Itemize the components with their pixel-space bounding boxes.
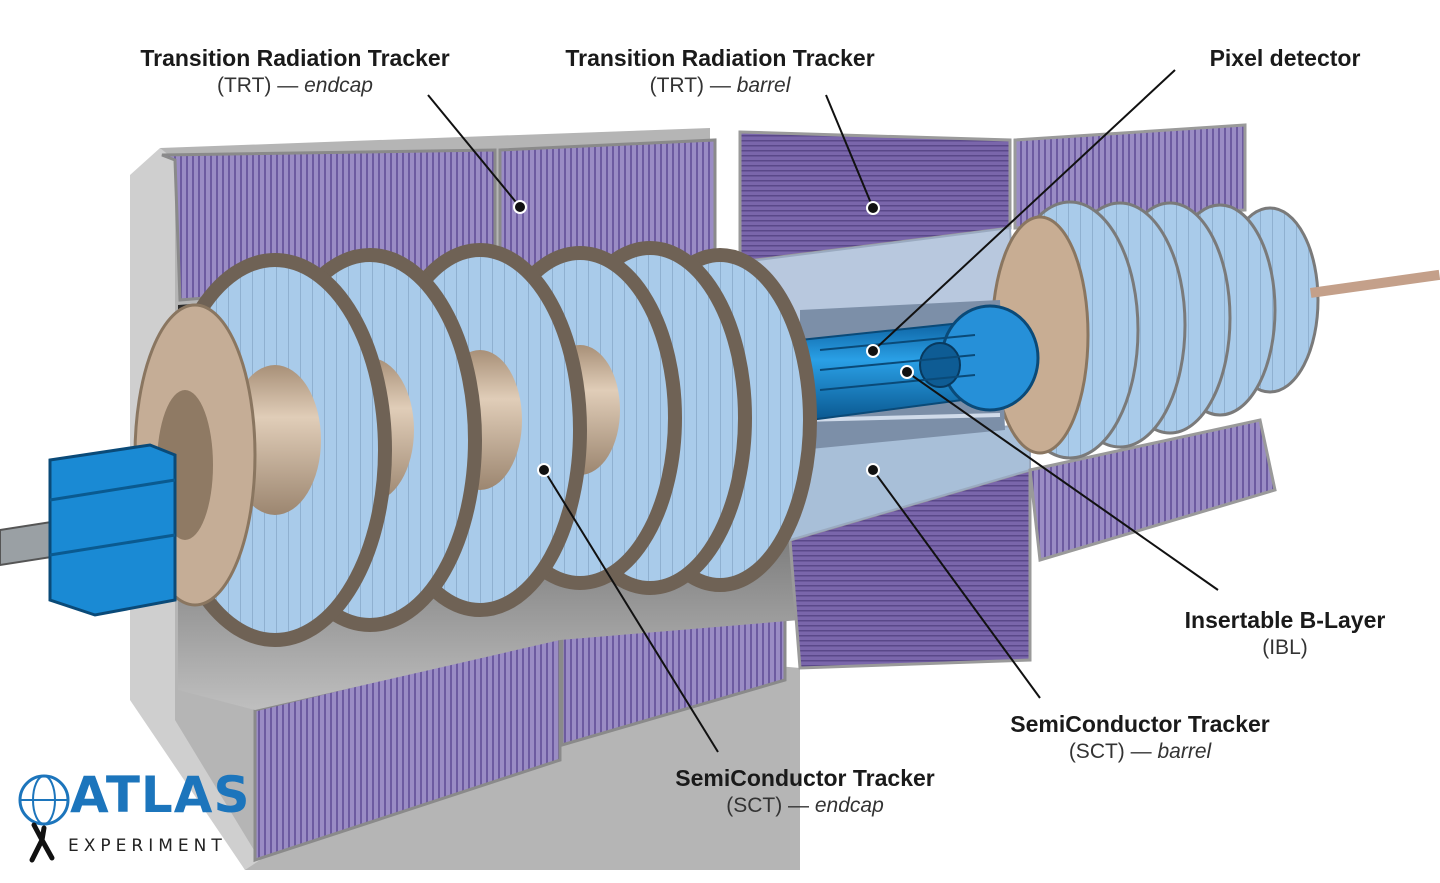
label-trt-barrel-sub: (TRT) — barrel (649, 73, 791, 97)
sct-endcap-left (133, 241, 817, 647)
label-sct-barrel-sub: (SCT) — barrel (1068, 739, 1212, 763)
sct-endcap-right (990, 200, 1440, 460)
label-sct-endcap-sub: (SCT) — endcap (726, 793, 884, 817)
atlas-globe-icon (18, 774, 70, 863)
label-sct-barrel: SemiConductor Tracker (SCT) — barrel (975, 710, 1305, 765)
label-pixel-detector: Pixel detector (1170, 44, 1400, 73)
label-sct-barrel-title: SemiConductor Tracker (1010, 711, 1270, 737)
pixel-detector (798, 304, 1040, 422)
label-ibl-sub: (IBL) (1262, 635, 1308, 659)
atlas-logo: ATLAS EXPERIMENT (14, 766, 250, 870)
label-sct-endcap-title: SemiConductor Tracker (675, 765, 935, 791)
label-trt-endcap: Transition Radiation Tracker (TRT) — end… (110, 44, 480, 99)
label-trt-barrel: Transition Radiation Tracker (TRT) — bar… (535, 44, 905, 99)
label-trt-barrel-title: Transition Radiation Tracker (565, 45, 875, 71)
leader-dots (513, 200, 914, 477)
label-trt-endcap-title: Transition Radiation Tracker (140, 45, 450, 71)
label-sct-endcap: SemiConductor Tracker (SCT) — endcap (640, 764, 970, 819)
label-trt-endcap-sub: (TRT) — endcap (216, 73, 373, 97)
beam-pipe-left (0, 443, 177, 617)
leader-lines (427, 69, 1219, 753)
label-pixel-title: Pixel detector (1209, 45, 1361, 71)
label-ibl-title: Insertable B-Layer (1184, 607, 1386, 633)
atlas-logo-sub: EXPERIMENT (68, 836, 227, 856)
label-ibl: Insertable B-Layer (IBL) (1165, 606, 1405, 661)
atlas-logo-name: ATLAS (70, 766, 251, 824)
